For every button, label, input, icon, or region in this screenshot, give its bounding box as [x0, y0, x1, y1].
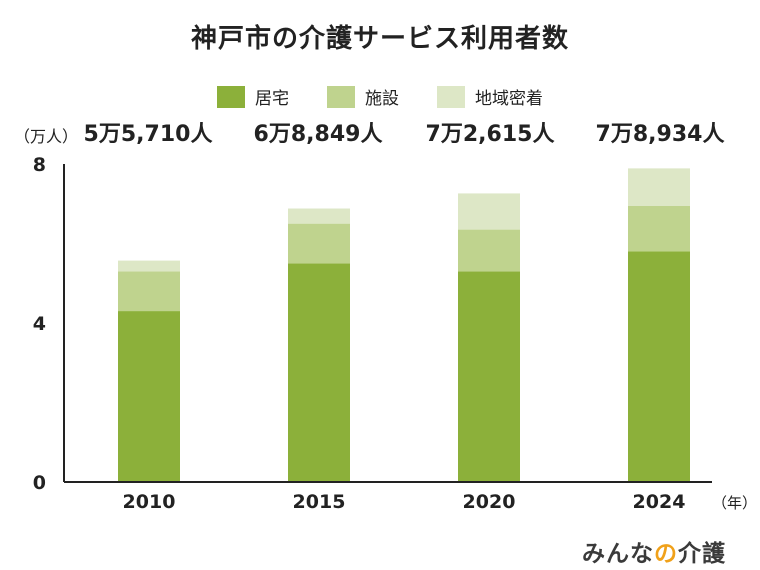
legend-swatch-community [437, 85, 465, 108]
legend-swatch-home [217, 85, 245, 108]
bar-2010-series-2 [118, 260, 180, 272]
bar-2024-series-2 [628, 168, 690, 206]
total-label-2010: 5万5,710人 [83, 122, 213, 147]
legend-item-home: 居宅 [217, 84, 289, 109]
bar-2010-series-0 [118, 311, 180, 482]
brand-part1: みんな [582, 541, 654, 567]
x-tick-label-2024: 2024 [633, 491, 686, 513]
brand-part2: の [654, 541, 678, 567]
brand-part3: 介護 [678, 541, 726, 567]
bar-2024-series-1 [628, 205, 690, 252]
brand-logo: みんなの介護 [582, 534, 726, 568]
bar-2015-series-0 [288, 263, 350, 482]
legend: 居宅 施設 地域密着 [0, 84, 760, 109]
legend-label-facility: 施設 [365, 89, 399, 109]
y-tick-label-4: 4 [33, 313, 46, 335]
legend-item-facility: 施設 [327, 84, 399, 109]
bar-2020-series-0 [458, 271, 520, 482]
x-unit-label: （年） [712, 494, 758, 512]
chart-title: 神戸市の介護サービス利用者数 [190, 24, 569, 54]
total-label-2024: 7万8,934人 [595, 122, 725, 147]
legend-item-community: 地域密着 [437, 84, 543, 109]
legend-swatch-facility [327, 85, 355, 108]
y-unit-label: （万人） [14, 127, 79, 146]
bar-2015-series-1 [288, 223, 350, 264]
legend-label-community: 地域密着 [475, 89, 543, 109]
bar-2020-series-2 [458, 193, 520, 230]
x-tick-label-2015: 2015 [293, 491, 346, 513]
bar-2020-series-1 [458, 229, 520, 272]
bar-2015-series-2 [288, 208, 350, 224]
x-tick-label-2020: 2020 [463, 491, 516, 513]
y-tick-label-0: 0 [33, 472, 46, 494]
bar-2024-series-0 [628, 251, 690, 482]
x-tick-label-2010: 2010 [123, 491, 176, 513]
y-tick-label-8: 8 [33, 154, 46, 176]
total-label-2020: 7万2,615人 [425, 122, 555, 147]
legend-label-home: 居宅 [255, 89, 289, 109]
bar-2010-series-1 [118, 271, 180, 312]
total-label-2015: 6万8,849人 [253, 122, 383, 147]
